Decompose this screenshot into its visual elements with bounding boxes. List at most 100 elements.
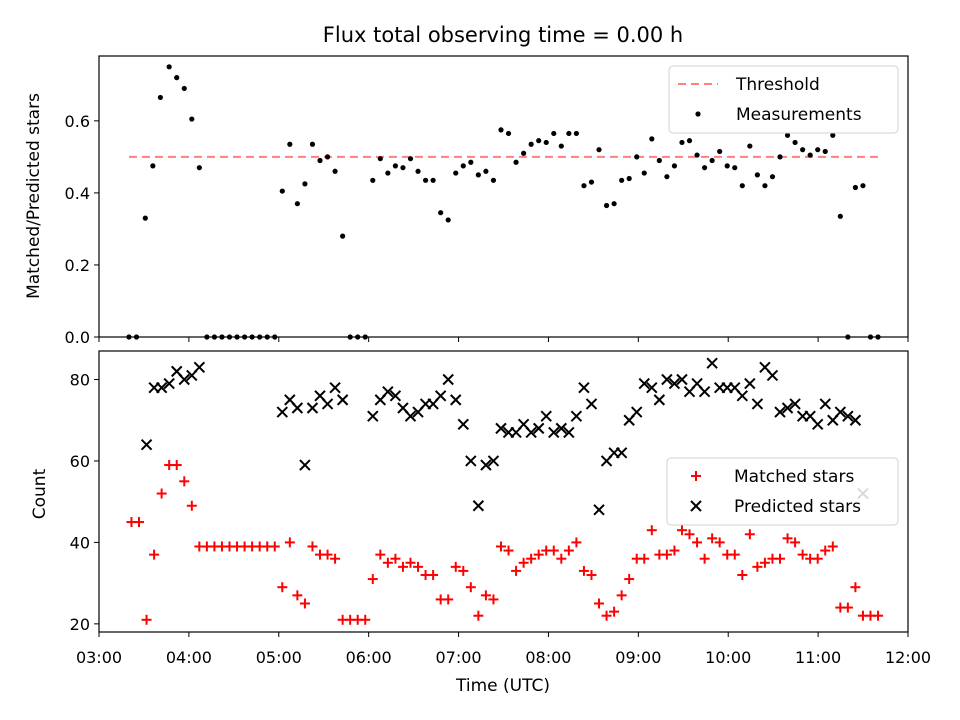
matched-star-point — [548, 545, 559, 556]
matched-star-point — [360, 614, 371, 625]
top-ticks: 0.0 0.2 0.4 0.6 — [65, 112, 909, 347]
measurement-point — [422, 177, 429, 183]
matched-star-point — [759, 557, 770, 568]
predicted-star-point — [442, 373, 454, 386]
predicted-star-point — [540, 410, 552, 422]
matched-star-point — [729, 549, 740, 560]
predicted-star-point — [480, 459, 492, 471]
matched-star-point — [661, 549, 672, 560]
measurement-point — [566, 130, 572, 137]
measurement-point — [634, 154, 640, 160]
measurement-point — [558, 143, 564, 149]
matched-star-point — [390, 553, 401, 564]
matched-star-point — [684, 529, 695, 540]
matched-star-point — [850, 582, 861, 593]
bottom-ticks: 03:00 04:00 05:00 06:00 07:00 08:00 09:00 10:00… — [70, 371, 931, 667]
measurement-point — [370, 177, 376, 183]
matched-star-point — [594, 598, 605, 609]
matched-star-point — [526, 553, 537, 564]
matched-star-point — [458, 565, 469, 576]
predicted-star-point — [155, 381, 168, 394]
predicted-star-point — [653, 394, 666, 406]
x-tick-label: 03:00 — [76, 648, 122, 667]
measurement-point — [679, 139, 685, 146]
predicted-star-point — [450, 394, 462, 406]
measurement-point — [196, 165, 202, 171]
measurement-point — [332, 168, 338, 174]
measurement-point — [754, 172, 760, 178]
matched-star-point — [503, 545, 514, 556]
legend-matched-swatch — [691, 471, 701, 481]
measurement-point — [340, 233, 346, 239]
matched-star-point — [646, 525, 657, 536]
predicted-star-point — [321, 398, 334, 410]
matched-star-point — [782, 533, 793, 544]
measurement-point — [174, 75, 180, 81]
matched-star-point — [737, 569, 748, 580]
measurement-point — [656, 157, 662, 164]
predicted-star-point — [736, 390, 749, 402]
predicted-star-point — [563, 426, 575, 439]
bottom-y-tick-label: 20 — [70, 615, 90, 634]
x-tick-label: 08:00 — [525, 648, 571, 667]
measurement-point — [581, 183, 587, 189]
matched-star-point — [790, 537, 801, 548]
matched-star-point — [563, 545, 574, 556]
predicted-star-point — [593, 504, 605, 516]
measurement-point — [717, 148, 723, 155]
top-marks — [126, 64, 881, 340]
predicted-star-point — [774, 406, 786, 418]
x-axis-label: Time (UTC) — [455, 676, 550, 696]
predicted-star-point — [434, 390, 447, 402]
matched-star-point — [495, 541, 506, 552]
predicted-star-point — [751, 398, 764, 410]
measurement-point — [603, 202, 610, 209]
measurement-point — [852, 184, 859, 191]
measurement-point — [528, 141, 534, 147]
matched-star-point — [707, 533, 718, 544]
predicted-star-point — [668, 377, 681, 390]
predicted-star-point — [812, 418, 824, 431]
measurement-point — [294, 201, 300, 207]
predicted-star-point — [291, 402, 304, 414]
predicted-star-point — [781, 402, 794, 414]
x-tick-label: 06:00 — [346, 648, 392, 667]
measurement-point — [724, 163, 730, 169]
matched-star-point — [639, 553, 650, 564]
measurement-point — [619, 177, 625, 183]
predicted-star-point — [849, 414, 862, 426]
predicted-star-point — [367, 410, 379, 422]
measurement-point — [573, 130, 579, 137]
measurement-point — [830, 132, 836, 138]
legend-threshold-label: Threshold — [735, 75, 820, 95]
matched-star-point — [578, 565, 589, 576]
measurement-point — [551, 130, 557, 137]
measurement-point — [739, 183, 745, 189]
matched-star-point — [699, 553, 710, 564]
matched-star-point — [375, 549, 386, 560]
measurement-point — [769, 174, 776, 180]
measurement-point — [626, 175, 632, 182]
matched-star-point — [397, 561, 408, 572]
measurement-point — [671, 163, 678, 169]
chart-title: Flux total observing time = 0.00 h — [323, 23, 683, 47]
predicted-star-point — [615, 447, 628, 459]
predicted-star-point — [389, 390, 402, 402]
measurement-point — [800, 147, 806, 153]
bottom-y-tick-label: 80 — [70, 371, 90, 390]
predicted-star-point — [842, 410, 854, 422]
measurement-point — [438, 210, 444, 216]
predicted-star-point — [585, 398, 598, 410]
matched-star-point — [797, 549, 808, 560]
measurement-point — [415, 168, 421, 174]
measurement-point — [385, 170, 391, 176]
x-tick-label: 07:00 — [436, 648, 482, 667]
top-legend: Threshold Measurements — [668, 65, 899, 134]
predicted-star-point — [676, 373, 688, 386]
predicted-star-point — [163, 377, 175, 390]
matched-star-point — [277, 582, 288, 593]
matched-star-point — [292, 590, 303, 601]
predicted-star-point — [698, 386, 711, 398]
measurement-point — [521, 150, 527, 156]
measurement-point — [732, 165, 738, 171]
